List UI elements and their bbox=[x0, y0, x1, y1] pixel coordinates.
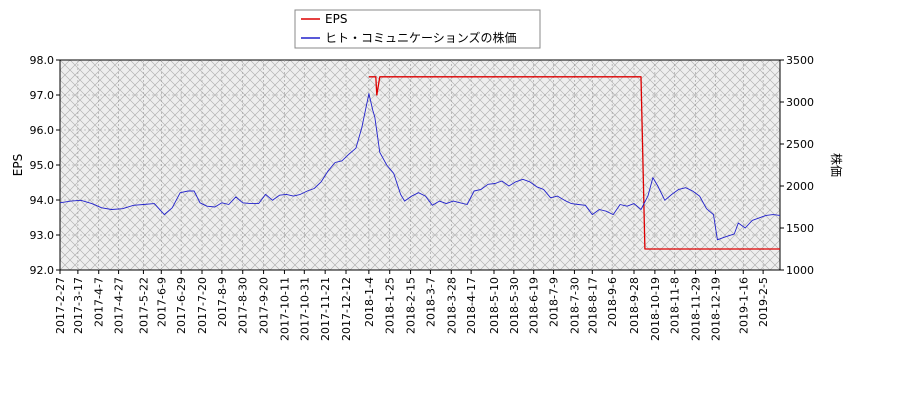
x-tick-label: 2019-2-5 bbox=[757, 277, 770, 327]
y-left-tick-label: 98.0 bbox=[30, 54, 55, 67]
grid bbox=[60, 60, 780, 270]
x-tick-label: 2017-4-7 bbox=[93, 277, 106, 327]
x-tick-label: 2018-9-6 bbox=[606, 277, 619, 327]
x-tick-label: 2017-7-20 bbox=[196, 277, 209, 334]
x-tick-label: 2017-10-31 bbox=[298, 277, 311, 341]
x-tick-label: 2017-2-27 bbox=[54, 277, 67, 334]
legend: EPS ヒト・コミュニケーションズの株価 bbox=[294, 9, 541, 49]
y-left-tick-label: 93.0 bbox=[30, 229, 55, 242]
x-tick-label: 2018-4-17 bbox=[465, 277, 478, 334]
y-left-tick-label: 96.0 bbox=[30, 124, 55, 137]
x-tick-label: 2018-9-28 bbox=[628, 277, 641, 334]
y-right-tick-label: 2000 bbox=[786, 180, 814, 193]
x-tick-label: 2018-7-30 bbox=[568, 277, 581, 334]
y-axis-right-label: 株価 bbox=[829, 153, 844, 177]
x-tick-label: 2018-5-30 bbox=[508, 277, 521, 334]
legend-box bbox=[294, 9, 541, 49]
y-axis-left-label: EPS bbox=[11, 154, 25, 176]
x-tick-label: 2017-4-27 bbox=[113, 277, 126, 334]
y-right-tick-label: 1500 bbox=[786, 222, 814, 235]
x-tick-label: 2018-1-25 bbox=[384, 277, 397, 334]
x-tick-label: 2018-8-17 bbox=[586, 277, 599, 334]
x-tick-label: 2018-11-29 bbox=[690, 277, 703, 341]
x-tick-label: 2017-5-22 bbox=[137, 277, 150, 334]
y-right-tick-label: 3500 bbox=[786, 54, 814, 67]
x-tick-label: 2017-3-17 bbox=[72, 277, 85, 334]
x-tick-label: 2018-2-15 bbox=[405, 277, 418, 334]
x-tick-label: 2017-8-9 bbox=[216, 277, 229, 327]
legend-price-label: ヒト・コミュニケーションズの株価 bbox=[325, 30, 517, 45]
y-right-tick-label: 2500 bbox=[786, 138, 814, 151]
series-layer bbox=[59, 76, 781, 250]
x-tick-label: 2017-6-9 bbox=[155, 277, 168, 327]
x-tick-label: 2017-12-12 bbox=[340, 277, 353, 341]
x-tick-label: 2017-10-11 bbox=[278, 277, 291, 341]
stock-price-series-line bbox=[59, 93, 781, 241]
y-left-tick-label: 97.0 bbox=[30, 89, 55, 102]
y-left-tick-label: 94.0 bbox=[30, 194, 55, 207]
x-tick-label: 2018-11-8 bbox=[669, 277, 682, 334]
x-tick-label: 2017-6-29 bbox=[175, 277, 188, 334]
x-tick-label: 2017-8-30 bbox=[237, 277, 250, 334]
x-tick-label: 2018-6-19 bbox=[528, 277, 541, 334]
axes: 92.0 93.0 94.0 95.0 96.0 97.0 98.0 1000 1500 2000… bbox=[30, 54, 815, 341]
x-tick-label: 2018-1-4 bbox=[363, 277, 376, 327]
x-tick-label: 2018-3-28 bbox=[445, 277, 458, 334]
legend-eps-label: EPS bbox=[325, 12, 347, 26]
x-tick-label: 2017-9-20 bbox=[258, 277, 271, 334]
y-right-tick-label: 1000 bbox=[786, 264, 814, 277]
x-tick-label: 2018-5-10 bbox=[488, 277, 501, 334]
y-right-tick-label: 3000 bbox=[786, 96, 814, 109]
x-tick-label: 2018-12-19 bbox=[709, 277, 722, 341]
x-tick-label: 2019-1-16 bbox=[737, 277, 750, 334]
eps-series-line bbox=[368, 76, 780, 250]
x-tick-label: 2018-10-19 bbox=[649, 277, 662, 341]
x-tick-label: 2018-7-9 bbox=[548, 277, 561, 327]
x-tick-label: 2017-11-21 bbox=[319, 277, 332, 341]
x-tick-label: 2018-3-7 bbox=[424, 277, 437, 327]
y-left-tick-label: 95.0 bbox=[30, 159, 55, 172]
y-left-tick-label: 92.0 bbox=[30, 264, 55, 277]
